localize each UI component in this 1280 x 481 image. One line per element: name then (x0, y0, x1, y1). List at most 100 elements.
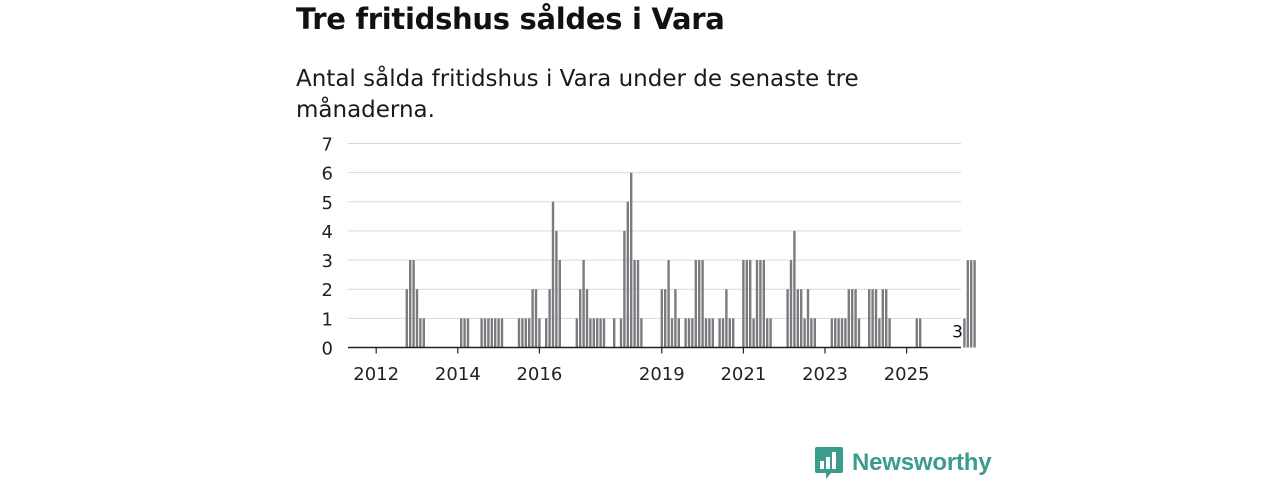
y-tick-label: 4 (322, 222, 333, 243)
bar (613, 318, 616, 348)
bar (725, 289, 728, 348)
bar (599, 318, 602, 348)
chart-subtitle: Antal sålda fritidshus i Vara under de s… (296, 66, 859, 123)
bar (640, 318, 643, 348)
bar (409, 260, 412, 348)
bar (691, 318, 694, 348)
chart-title: Tre fritidshus såldes i Vara (296, 2, 725, 36)
bar (847, 289, 850, 348)
bar (796, 289, 799, 348)
bar (494, 318, 497, 348)
bar (857, 318, 861, 348)
bar (766, 318, 769, 348)
bar (769, 318, 772, 348)
bar (830, 318, 833, 348)
bar (582, 260, 585, 348)
bar (517, 318, 521, 348)
bar (721, 318, 725, 348)
bar-chart-icon (815, 447, 843, 479)
y-tick-label: 6 (322, 164, 333, 185)
y-tick-label: 7 (322, 135, 333, 156)
bar (596, 318, 599, 348)
bar (701, 260, 704, 348)
bar (885, 289, 888, 348)
bar (919, 318, 922, 348)
bar (789, 260, 793, 348)
y-tick-label: 2 (322, 280, 333, 301)
bar (626, 201, 629, 348)
bar (490, 318, 493, 348)
bar (670, 318, 674, 348)
x-tick-label: 2012 (353, 364, 399, 385)
x-axis-tick-labels: 2012 2014 2016 2019 2021 2023 2025 (353, 347, 930, 385)
x-tick-label: 2019 (639, 364, 685, 385)
bar (966, 260, 969, 348)
bar (759, 260, 762, 348)
bar (915, 318, 918, 348)
bar (548, 289, 551, 348)
bar (687, 318, 691, 348)
bar (534, 289, 538, 348)
bar (528, 318, 531, 348)
bar-chart: 0 1 2 3 4 5 6 7 2012 2014 2016 2019 2021 2023 2025 3 (322, 135, 976, 385)
bar (630, 172, 633, 348)
bar (813, 318, 816, 348)
bar (500, 318, 504, 348)
bar (524, 318, 527, 348)
bar (888, 318, 891, 348)
bar (636, 260, 640, 348)
bar (810, 318, 813, 348)
bar (521, 318, 524, 348)
y-axis-tick-labels: 0 1 2 3 4 5 6 7 (322, 135, 333, 360)
bar (667, 260, 670, 348)
annotations: 3 (952, 323, 963, 343)
bar (674, 289, 677, 348)
x-tick-label: 2014 (435, 364, 481, 385)
bar (487, 318, 490, 348)
y-tick-label: 0 (322, 339, 333, 360)
bar (854, 289, 857, 348)
bar (555, 230, 558, 348)
bar (419, 318, 422, 348)
bar (551, 201, 555, 348)
bar (623, 230, 626, 348)
brand-name: Newsworthy (852, 449, 992, 476)
bar (800, 289, 803, 348)
bar (806, 289, 810, 348)
bar (704, 318, 708, 348)
y-tick-label: 3 (322, 251, 333, 272)
bar (405, 289, 408, 348)
bar (619, 318, 623, 348)
x-tick-label: 2023 (802, 364, 848, 385)
bar (708, 318, 711, 348)
bar (878, 318, 881, 348)
bar (538, 318, 541, 348)
bar (718, 318, 721, 348)
bar (963, 318, 966, 348)
bar (664, 289, 667, 348)
bar (660, 289, 663, 348)
bar (834, 318, 837, 348)
bar (684, 318, 687, 348)
bar (786, 289, 789, 348)
bar (677, 318, 680, 348)
bar (585, 289, 589, 348)
y-tick-label: 5 (322, 193, 333, 214)
bar (711, 318, 714, 348)
bar (970, 260, 973, 348)
bar (545, 318, 548, 348)
bar (749, 260, 752, 348)
bar (531, 289, 534, 348)
bar (752, 318, 755, 348)
bar (575, 318, 578, 348)
bar (694, 260, 697, 348)
bar (592, 318, 595, 348)
y-tick-label: 1 (322, 309, 333, 330)
bar (633, 260, 636, 348)
bar (881, 289, 884, 348)
bar (460, 318, 463, 348)
bar (762, 260, 765, 348)
bar (602, 318, 606, 348)
bar (745, 260, 748, 348)
bar (851, 289, 854, 348)
